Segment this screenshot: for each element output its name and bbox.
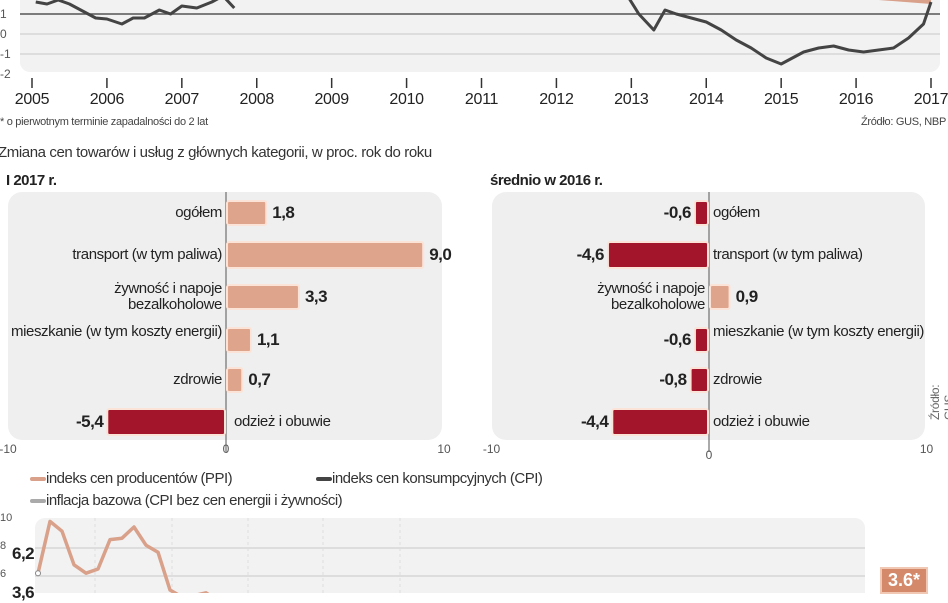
value-label: 3,3: [304, 287, 328, 306]
y-tick-label: 6: [0, 568, 7, 580]
x-tick-label: 2014: [689, 91, 724, 108]
legend-core: inflacja bazowa (CPI bez cen energii i ż…: [30, 492, 343, 509]
x-tick-label: 0: [222, 442, 230, 456]
legend-cpi: indeks cen konsumpcyjnych (CPI): [316, 470, 543, 487]
category-label: mieszkanie (w tym koszty energii): [10, 323, 222, 340]
legend-ppi: indeks cen producentów (PPI): [30, 470, 233, 487]
legend-label: indeks cen producentów (PPI): [46, 470, 233, 487]
value-label: -4,6: [576, 245, 605, 264]
value-label: -0,8: [659, 370, 687, 389]
x-tick-label: 2008: [239, 91, 275, 108]
panel-title-right: średnio w 2016 r.: [490, 172, 603, 189]
bar: [106, 408, 226, 436]
bar: [226, 327, 252, 353]
x-tick-label: 2017: [913, 91, 948, 108]
category-label: odzież i obuwie: [234, 413, 331, 430]
y-tick-label: 0: [0, 27, 7, 41]
bar: [226, 241, 425, 269]
panel-title-left: I 2017 r.: [6, 172, 57, 189]
x-tick-label: -10: [482, 442, 501, 456]
x-tick-label: 2011: [464, 91, 499, 108]
value-label: 0,9: [735, 287, 759, 306]
legend-swatch-core: [30, 499, 46, 504]
legend-label: indeks cen konsumpcyjnych (CPI): [332, 470, 543, 487]
footnote: * o pierwotnym terminie zapadalności do …: [0, 116, 208, 128]
value-label: 9,0: [429, 245, 452, 264]
category-label: transport (w tym paliwa): [72, 246, 222, 263]
y-tick-label: 1: [0, 7, 7, 21]
cpi-line: [35, 0, 236, 26]
ppi-line: [36, 519, 210, 593]
value-label: -0,6: [663, 330, 692, 349]
category-label: transport (w tym paliwa): [713, 246, 863, 263]
category-label: mieszkanie (w tym koszty energii): [713, 323, 925, 340]
bar: [611, 408, 709, 436]
value-label: 1,1: [256, 330, 280, 349]
value-label: 1,8: [272, 203, 295, 222]
value-label: 0,7: [248, 370, 271, 389]
x-tick-label: 2015: [763, 91, 799, 108]
legend-label: inflacja bazowa (CPI bez cen energii i ż…: [46, 492, 343, 509]
category-label: zdrowie: [713, 371, 762, 388]
source-bars: Źródło: GUS: [928, 384, 948, 420]
x-tick-label: 2010: [389, 91, 424, 108]
x-tick-label: 2007: [164, 91, 200, 108]
y-tick-label: 10: [0, 512, 13, 524]
x-tick-label: 2013: [614, 91, 649, 108]
x-tick-label: 2009: [314, 91, 349, 108]
category-label: zdrowie: [173, 371, 222, 388]
x-tick-label: 2006: [89, 91, 125, 108]
category-label: ogółem: [713, 204, 760, 221]
category-label: ogółem: [175, 204, 222, 221]
value-label: -5,4: [75, 412, 104, 431]
cpi-start-label: 3,6: [12, 583, 35, 602]
ppi-start-marker: [35, 570, 41, 577]
bottom-plot-background: [35, 518, 865, 593]
category-label: odzież i obuwie: [713, 413, 810, 430]
value-label: -0,6: [663, 203, 692, 222]
legend-swatch-cpi: [316, 477, 332, 482]
category-label: żywność i napoje bezalkoholowe: [114, 280, 222, 313]
source-top: Źródło: GUS, NBP: [860, 116, 946, 128]
x-tick-label: 10: [919, 442, 934, 456]
bar: [689, 367, 709, 393]
bar: [693, 327, 710, 353]
ppi-area-fragment: [878, 0, 931, 4]
bars-title: Zmiana cen towarów i usług z głównych ka…: [0, 144, 432, 161]
y-tick-label: -1: [0, 47, 11, 61]
x-tick-label: 0: [705, 448, 713, 462]
ppi-start-label: 6,2: [12, 544, 35, 563]
y-tick-label: 8: [0, 540, 7, 552]
x-tick-label: 2005: [14, 91, 50, 108]
category-label: żywność i napoje bezalkoholowe: [597, 280, 705, 313]
cpi-line: [628, 0, 933, 66]
bar: [693, 200, 710, 226]
value-label: -4,4: [581, 412, 609, 431]
x-tick-label: 2012: [539, 91, 574, 108]
bar: [226, 367, 244, 393]
x-tick-label: -10: [0, 442, 17, 456]
x-tick-label: 2016: [838, 91, 874, 108]
bar: [226, 200, 268, 226]
bar: [226, 284, 300, 310]
y-tick-label: -2: [0, 67, 11, 81]
latest-value-badge: 3.6*: [880, 567, 929, 594]
bar-panel-background: [8, 192, 442, 440]
x-tick-label: 10: [437, 442, 451, 456]
legend-swatch-ppi: [30, 477, 46, 482]
bar: [709, 284, 731, 310]
bar: [606, 241, 710, 269]
